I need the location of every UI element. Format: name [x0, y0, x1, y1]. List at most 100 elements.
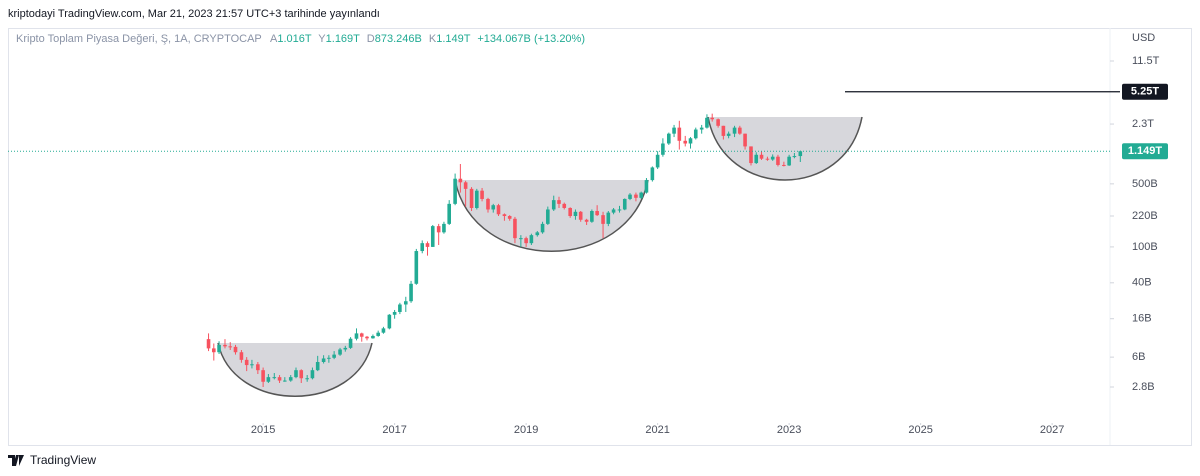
candle-body	[321, 358, 326, 362]
candles	[206, 113, 803, 387]
candle-body	[639, 192, 643, 198]
ohlc-key: A	[270, 33, 278, 45]
ohlc-key: D	[367, 33, 375, 45]
candle-body	[359, 333, 364, 337]
candle-body	[792, 156, 797, 158]
cup-arc	[454, 179, 649, 252]
candle-body	[578, 211, 583, 220]
candle-body	[447, 203, 451, 224]
candle-body	[486, 198, 490, 210]
y-tick-label: 100B	[1132, 241, 1158, 253]
candle-body	[721, 125, 726, 136]
candle-body	[348, 338, 353, 348]
candle-body	[667, 133, 671, 144]
candle-body	[266, 377, 271, 382]
x-tick-label: 2023	[777, 424, 801, 436]
candle-body	[661, 143, 665, 155]
candle-body	[562, 203, 567, 208]
candle-body	[425, 243, 430, 247]
candle-body	[617, 209, 622, 211]
candle-body	[693, 129, 698, 139]
candle-body	[710, 117, 715, 120]
candle-body	[283, 380, 287, 382]
candle-body	[305, 378, 309, 380]
candle-body	[601, 215, 605, 224]
candle-body	[354, 333, 359, 339]
footer: TradingView	[8, 453, 96, 467]
legend: Kripto Toplam Piyasa Değeri, Ş, 1A, CRYP…	[16, 33, 585, 45]
candle-body	[622, 198, 627, 210]
candle-body	[507, 216, 512, 219]
candle-body	[381, 328, 386, 333]
candle-body	[332, 354, 336, 358]
x-tick-label: 2021	[645, 424, 669, 436]
candle-body	[650, 167, 655, 181]
last-price-badge	[1122, 143, 1168, 160]
x-tick-label: 2019	[514, 424, 538, 436]
y-tick-label: 40B	[1132, 277, 1152, 289]
candle-body	[256, 364, 260, 371]
x-tick-label: 2017	[382, 424, 406, 436]
last-price-label: 1.149T	[1128, 145, 1163, 157]
candle-body	[217, 344, 221, 353]
candle-body	[754, 154, 759, 164]
candle-body	[519, 238, 523, 240]
y-tick-label: 11.5T	[1132, 55, 1160, 67]
candle-body	[551, 200, 556, 210]
candle-body	[371, 335, 375, 339]
candle-body	[655, 154, 660, 168]
candle-body	[611, 209, 616, 213]
x-tick-label: 2027	[1040, 424, 1064, 436]
candle-body	[699, 127, 704, 130]
candle-body	[299, 370, 304, 379]
candle-body	[294, 370, 298, 378]
candle-body	[261, 370, 265, 382]
candle-body	[223, 344, 227, 347]
candle-body	[420, 243, 425, 252]
y-tick-label: 16B	[1132, 313, 1152, 325]
candle-body	[310, 370, 315, 379]
candle-body	[738, 127, 742, 134]
candle-body	[782, 164, 786, 166]
legend-title: Kripto Toplam Piyasa Değeri, Ş, 1A, CRYP…	[16, 33, 262, 45]
candle-body	[765, 158, 770, 160]
candle-body	[759, 154, 764, 159]
candle-body	[776, 156, 780, 165]
candle-body	[239, 352, 244, 360]
candle-body	[568, 207, 572, 217]
brand-logo	[8, 455, 24, 466]
candle-body	[524, 238, 528, 244]
candle-body	[480, 190, 484, 199]
candle-body	[770, 156, 775, 160]
header-text: kriptodayi TradingView.com, Mar 21, 2023…	[8, 8, 380, 20]
candle-body	[677, 127, 682, 141]
ohlc-key: K	[429, 33, 437, 45]
candle-body	[365, 336, 369, 339]
overlay: 5.25T 1.149T	[8, 83, 1168, 160]
candle-body	[453, 178, 457, 204]
y-tick-label: 2.3T	[1132, 118, 1154, 130]
y-tick-label: 500B	[1132, 178, 1158, 190]
cup-fill	[455, 180, 648, 252]
candle-body	[414, 251, 419, 284]
y-axis-label: USD	[1132, 32, 1155, 44]
candle-body	[343, 347, 348, 350]
candle-body	[573, 211, 578, 217]
candle-body	[442, 223, 446, 233]
price-badge	[1122, 83, 1168, 100]
change-label: +134.067B (+13.20%)	[477, 33, 585, 45]
candle-body	[683, 140, 688, 144]
candle-body	[628, 194, 632, 199]
candle-body	[595, 211, 599, 216]
candle-body	[798, 151, 803, 157]
y-tick-label: 220B	[1132, 210, 1158, 222]
candle-body	[634, 194, 638, 198]
candle-body	[272, 377, 277, 379]
cup-arc	[707, 116, 863, 181]
ohlc-key: Y	[318, 33, 326, 45]
ohlc-value: 1.169T	[326, 33, 361, 45]
brand-name: TradingView	[30, 453, 96, 467]
y-tick-label: 2.8B	[1132, 381, 1155, 393]
candle-body	[540, 223, 545, 233]
